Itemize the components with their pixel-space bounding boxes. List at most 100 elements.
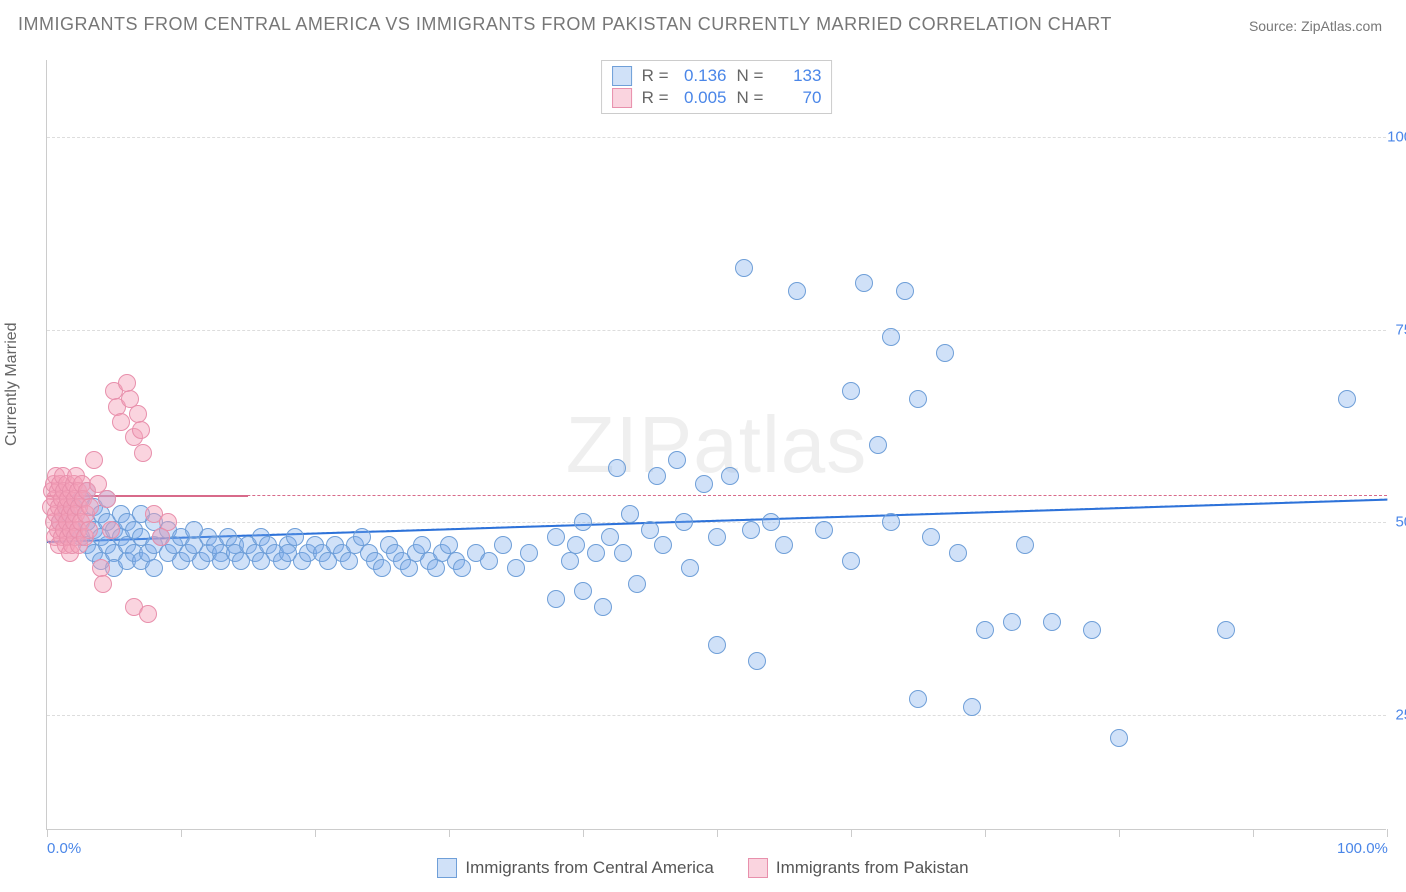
- label-N: N =: [737, 66, 764, 86]
- legend-label-series2: Immigrants from Pakistan: [776, 858, 969, 878]
- data-point: [102, 521, 120, 539]
- data-point: [159, 513, 177, 531]
- data-point: [949, 544, 967, 562]
- data-point: [882, 513, 900, 531]
- data-point: [567, 536, 585, 554]
- gridline: [47, 137, 1386, 138]
- x-tick: [1253, 829, 1254, 837]
- data-point: [520, 544, 538, 562]
- data-point: [1043, 613, 1061, 631]
- data-point: [1016, 536, 1034, 554]
- data-point: [815, 521, 833, 539]
- data-point: [842, 552, 860, 570]
- legend-item-series2: Immigrants from Pakistan: [748, 858, 969, 878]
- gridline: [47, 330, 1386, 331]
- data-point: [742, 521, 760, 539]
- data-point: [976, 621, 994, 639]
- data-point: [587, 544, 605, 562]
- x-tick: [47, 829, 48, 837]
- x-tick: [181, 829, 182, 837]
- data-point: [547, 590, 565, 608]
- data-point: [453, 559, 471, 577]
- data-point: [139, 605, 157, 623]
- data-point: [1217, 621, 1235, 639]
- data-point: [648, 467, 666, 485]
- data-point: [340, 552, 358, 570]
- y-tick-label: 75.0%: [1395, 321, 1406, 338]
- data-point: [909, 690, 927, 708]
- data-point: [922, 528, 940, 546]
- y-tick-label: 25.0%: [1395, 706, 1406, 723]
- data-point: [494, 536, 512, 554]
- x-tick: [315, 829, 316, 837]
- data-point: [1338, 390, 1356, 408]
- data-point: [1083, 621, 1101, 639]
- watermark: ZIPatlas: [566, 399, 867, 491]
- data-point: [708, 636, 726, 654]
- data-point: [81, 498, 99, 516]
- data-point: [855, 274, 873, 292]
- legend-label-series1: Immigrants from Central America: [465, 858, 713, 878]
- value-N-series1: 133: [773, 66, 821, 86]
- data-point: [721, 467, 739, 485]
- data-point: [654, 536, 672, 554]
- data-point: [762, 513, 780, 531]
- data-point: [132, 421, 150, 439]
- data-point: [608, 459, 626, 477]
- data-point: [286, 528, 304, 546]
- data-point: [80, 521, 98, 539]
- data-point: [668, 451, 686, 469]
- data-point: [594, 598, 612, 616]
- stats-legend-box: R = 0.136 N = 133 R = 0.005 N = 70: [601, 60, 833, 114]
- data-point: [708, 528, 726, 546]
- data-point: [134, 444, 152, 462]
- y-tick-label: 100.0%: [1387, 129, 1406, 146]
- x-tick: [583, 829, 584, 837]
- stats-row-series2: R = 0.005 N = 70: [612, 87, 822, 109]
- data-point: [641, 521, 659, 539]
- x-tick: [449, 829, 450, 837]
- stats-row-series1: R = 0.136 N = 133: [612, 65, 822, 87]
- x-tick: [1387, 829, 1388, 837]
- data-point: [1110, 729, 1128, 747]
- data-point: [788, 282, 806, 300]
- label-R: R =: [642, 88, 669, 108]
- data-point: [112, 413, 130, 431]
- y-axis-title: Currently Married: [3, 322, 21, 446]
- data-point: [628, 575, 646, 593]
- data-point: [842, 382, 860, 400]
- bottom-legend: Immigrants from Central America Immigran…: [0, 858, 1406, 878]
- x-tick-label: 100.0%: [1337, 840, 1388, 857]
- source-attribution: Source: ZipAtlas.com: [1249, 18, 1382, 34]
- chart-title: IMMIGRANTS FROM CENTRAL AMERICA VS IMMIG…: [18, 14, 1112, 35]
- data-point: [675, 513, 693, 531]
- data-point: [601, 528, 619, 546]
- label-N: N =: [737, 88, 764, 108]
- data-point: [561, 552, 579, 570]
- swatch-series1: [612, 66, 632, 86]
- plot-area: ZIPatlas R = 0.136 N = 133 R = 0.005 N =…: [46, 60, 1386, 830]
- data-point: [775, 536, 793, 554]
- data-point: [735, 259, 753, 277]
- label-R: R =: [642, 66, 669, 86]
- x-tick: [1119, 829, 1120, 837]
- data-point: [963, 698, 981, 716]
- data-point: [574, 582, 592, 600]
- swatch-series2: [748, 858, 768, 878]
- data-point: [152, 528, 170, 546]
- data-point: [507, 559, 525, 577]
- data-point: [896, 282, 914, 300]
- data-point: [480, 552, 498, 570]
- legend-item-series1: Immigrants from Central America: [437, 858, 713, 878]
- x-tick-label: 0.0%: [47, 840, 81, 857]
- data-point: [400, 559, 418, 577]
- x-tick: [717, 829, 718, 837]
- swatch-series1: [437, 858, 457, 878]
- data-point: [621, 505, 639, 523]
- data-point: [85, 451, 103, 469]
- data-point: [614, 544, 632, 562]
- value-R-series1: 0.136: [679, 66, 727, 86]
- gridline: [47, 522, 1386, 523]
- data-point: [1003, 613, 1021, 631]
- data-point: [145, 559, 163, 577]
